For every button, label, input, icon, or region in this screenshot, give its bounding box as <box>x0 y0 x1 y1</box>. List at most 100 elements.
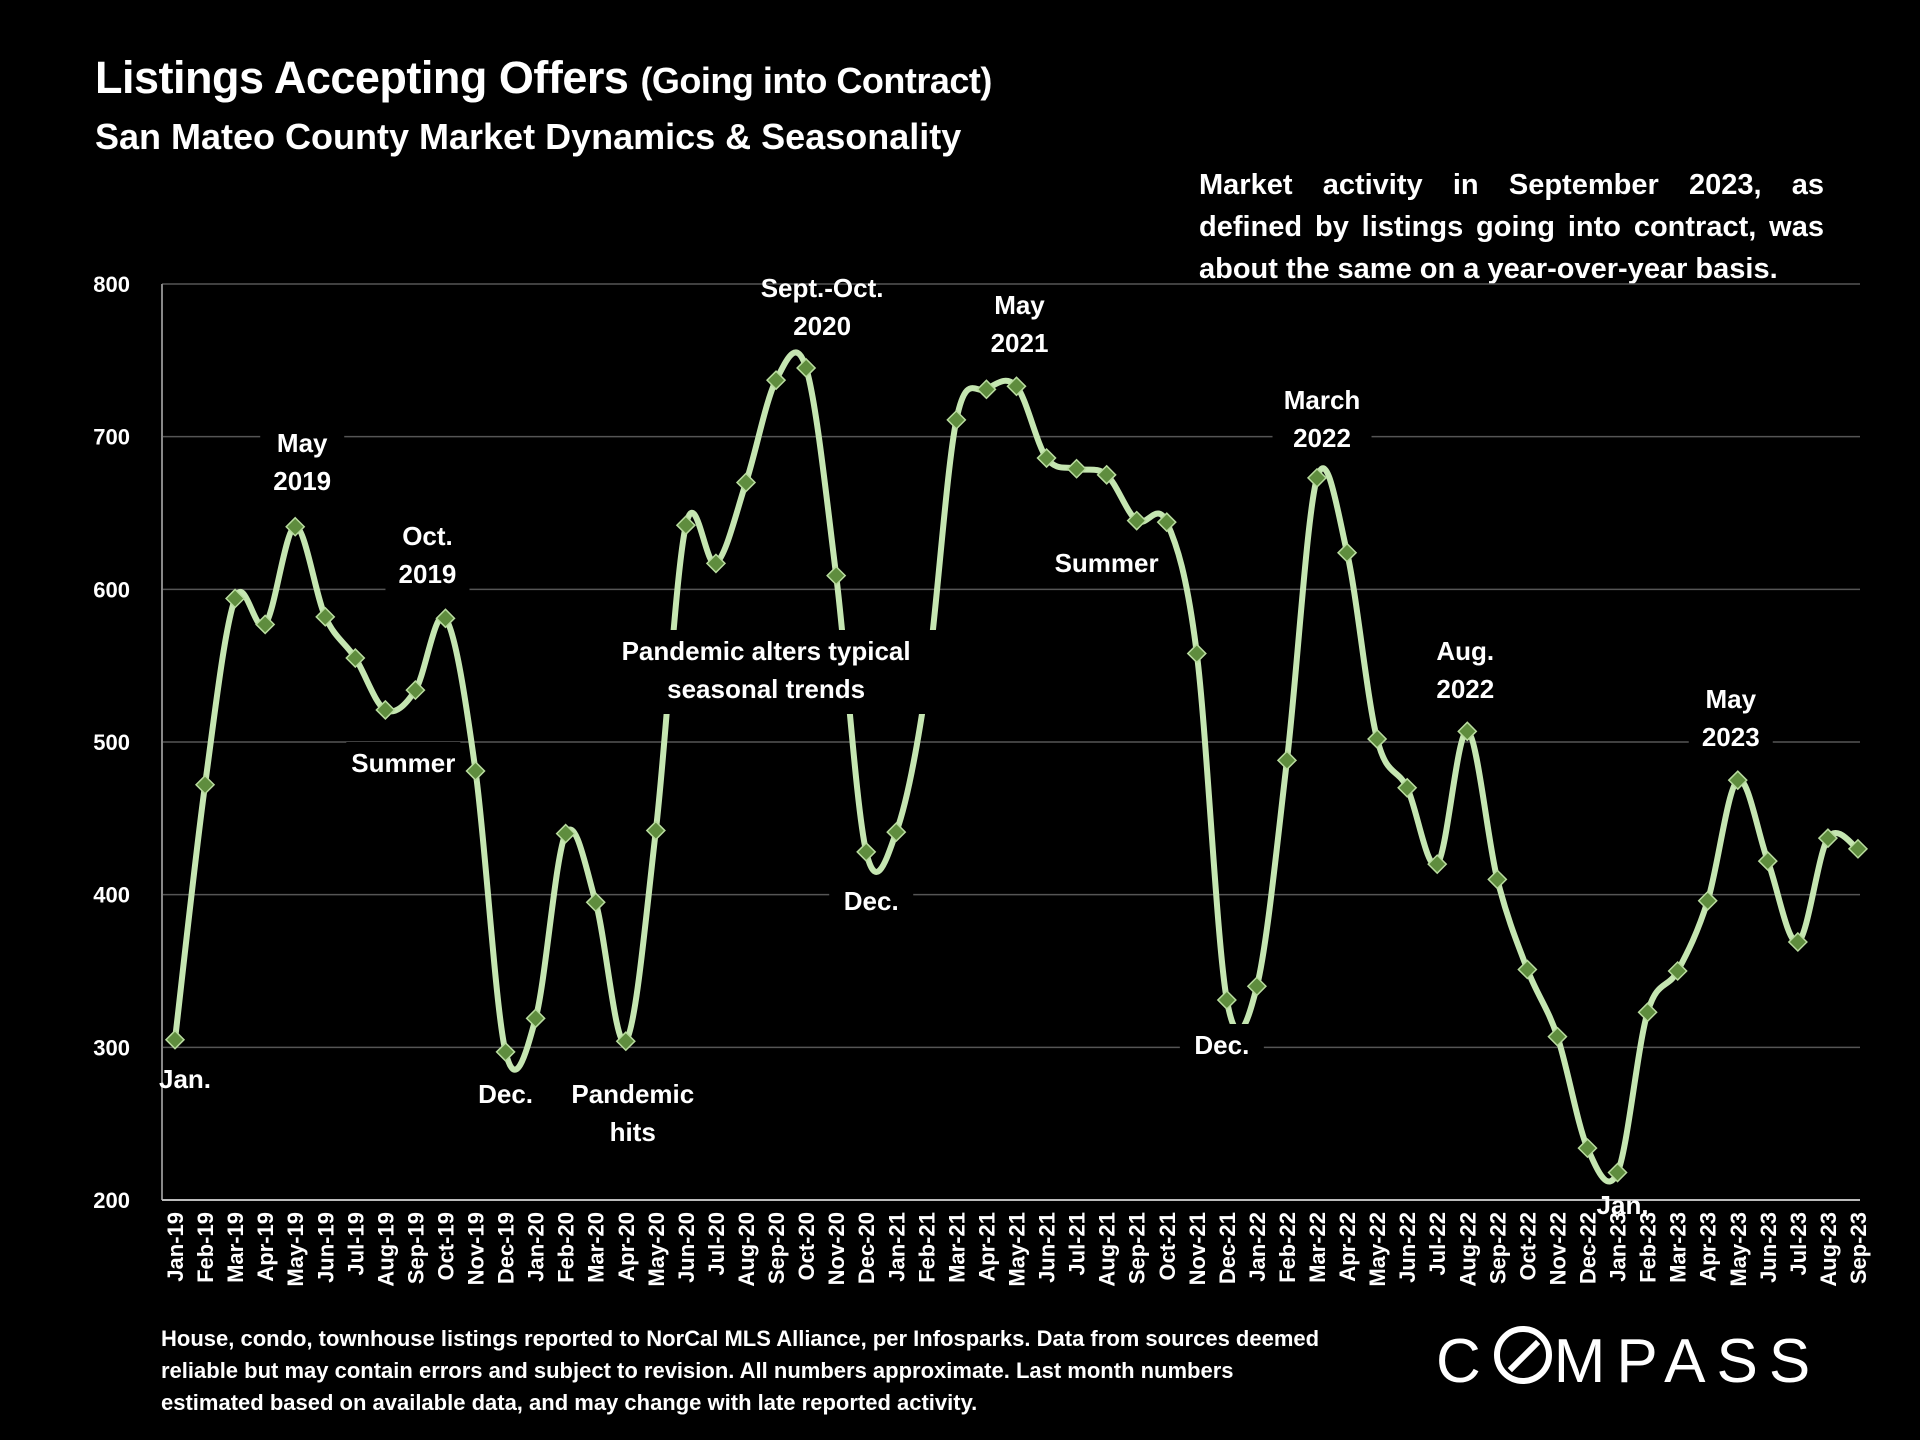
data-point-marker <box>976 379 997 400</box>
x-tick-label: Dec-19 <box>494 1212 519 1284</box>
data-point-marker <box>1637 1002 1658 1023</box>
data-point-marker <box>315 606 336 627</box>
data-point-marker <box>1517 959 1538 980</box>
annotation-label: 2020 <box>793 311 851 341</box>
data-point-marker <box>645 820 666 841</box>
compass-o-icon <box>1493 1326 1552 1384</box>
data-point-marker <box>1367 728 1388 750</box>
data-point-marker <box>1096 464 1117 485</box>
data-point-marker <box>435 608 456 629</box>
x-tick-label: Dec-22 <box>1575 1212 1600 1284</box>
x-tick-label: Feb-20 <box>554 1212 579 1283</box>
annotation-label: Aug. <box>1436 636 1494 666</box>
chart-title: Listings Accepting Offers (Going into Co… <box>95 52 992 104</box>
x-tick-label: May-23 <box>1726 1212 1751 1287</box>
annotation-label: seasonal trends <box>667 674 865 704</box>
x-tick-label: Jun-19 <box>313 1212 338 1283</box>
market-note: Market activity in September 2023, as de… <box>1199 169 1824 285</box>
x-tick-label: May-20 <box>644 1212 669 1287</box>
annotation-background <box>1272 379 1372 463</box>
data-point-marker <box>856 841 877 862</box>
annotation-label: March <box>1284 385 1361 415</box>
annotation-label: Jan. <box>159 1064 211 1094</box>
data-point-marker <box>886 822 907 843</box>
y-tick-label: 500 <box>93 730 130 755</box>
x-tick-label: Mar-20 <box>584 1212 609 1283</box>
x-tick-label: Jan-23 <box>1606 1212 1631 1282</box>
x-tick-label: Dec-20 <box>854 1212 879 1284</box>
y-tick-label: 800 <box>93 272 130 297</box>
annotation-label: Summer <box>351 748 455 778</box>
data-point-marker <box>1246 976 1267 997</box>
x-tick-label: Mar-23 <box>1666 1212 1691 1283</box>
annotation-label: hits <box>610 1117 656 1147</box>
annotation-label: Sept.-Oct. <box>761 273 884 303</box>
data-point-marker <box>1667 960 1688 982</box>
x-tick-label: Jul-21 <box>1065 1212 1090 1276</box>
data-point-marker <box>225 588 246 609</box>
x-tick-label: Jun-20 <box>674 1212 699 1283</box>
chart-subtitle: San Mateo County Market Dynamics & Seaso… <box>95 116 962 157</box>
x-tick-label: Dec-21 <box>1215 1212 1240 1284</box>
series-line <box>172 349 1860 1185</box>
logo-text-end: MPASS <box>1553 1327 1822 1396</box>
data-point-marker <box>675 515 696 536</box>
data-point-marker <box>826 565 847 586</box>
data-point-marker <box>1727 770 1748 791</box>
x-tick-label: Jul-19 <box>343 1212 368 1276</box>
data-point-marker <box>405 680 426 701</box>
x-tick-label: Jun-23 <box>1756 1212 1781 1283</box>
annotation-background <box>581 630 951 714</box>
x-tick-label: Jan-19 <box>163 1212 188 1282</box>
y-tick-label: 600 <box>93 577 130 602</box>
data-point-marker <box>555 823 576 844</box>
data-point-marker <box>1156 512 1177 533</box>
x-tick-label: Apr-19 <box>253 1212 278 1282</box>
annotation-label: May <box>277 428 328 458</box>
y-tick-label: 400 <box>93 883 130 908</box>
annotation-background <box>1423 630 1508 714</box>
x-tick-label: Apr-21 <box>974 1212 999 1282</box>
x-tick-label: Jan-22 <box>1245 1212 1270 1282</box>
data-point-marker <box>1487 869 1508 890</box>
chart-title-main: Listings Accepting Offers <box>95 52 629 103</box>
data-point-marker <box>1306 467 1328 488</box>
x-tick-label: Jun-21 <box>1035 1212 1060 1283</box>
data-point-marker <box>1547 1026 1568 1047</box>
data-point-marker <box>345 647 366 669</box>
x-tick-label: Mar-21 <box>944 1212 969 1283</box>
annotation-label: 2022 <box>1293 423 1351 453</box>
data-point-marker <box>1697 890 1718 911</box>
data-point-marker <box>796 357 817 379</box>
annotation-label: Dec. <box>478 1079 533 1109</box>
annotation-label: Oct. <box>402 521 453 551</box>
annotation-label: Dec. <box>844 886 899 916</box>
data-point-marker <box>525 1008 546 1029</box>
x-tick-label: Nov-19 <box>464 1212 489 1285</box>
data-point-marker <box>1787 931 1808 953</box>
x-tick-label: Oct-21 <box>1155 1212 1180 1280</box>
x-tick-label: Oct-20 <box>794 1212 819 1280</box>
x-tick-label: Jul-20 <box>704 1212 729 1276</box>
x-tick-label: Sep-21 <box>1125 1212 1150 1284</box>
annotation-label: Pandemic alters typical <box>622 636 911 666</box>
data-point-marker <box>1457 721 1478 742</box>
y-tick-label: 200 <box>93 1188 130 1213</box>
x-tick-label: Aug-20 <box>734 1212 759 1287</box>
x-tick-label: Jul-22 <box>1425 1212 1450 1276</box>
annotation-label: 2019 <box>273 466 331 496</box>
data-point-marker <box>705 553 727 574</box>
x-tick-label: Apr-23 <box>1696 1212 1721 1282</box>
x-tick-label: May-19 <box>283 1212 308 1287</box>
data-point-marker <box>1006 376 1027 397</box>
data-point-marker <box>1216 989 1237 1011</box>
annotation-label: May <box>1705 684 1756 714</box>
x-tick-label: Aug-23 <box>1816 1212 1841 1287</box>
annotation-background <box>260 422 345 506</box>
x-tick-label: Sep-22 <box>1485 1212 1510 1284</box>
data-point-marker <box>1276 750 1298 771</box>
y-tick-label: 300 <box>93 1035 130 1060</box>
data-point-marker <box>1817 828 1838 849</box>
data-point-marker <box>1757 851 1778 872</box>
